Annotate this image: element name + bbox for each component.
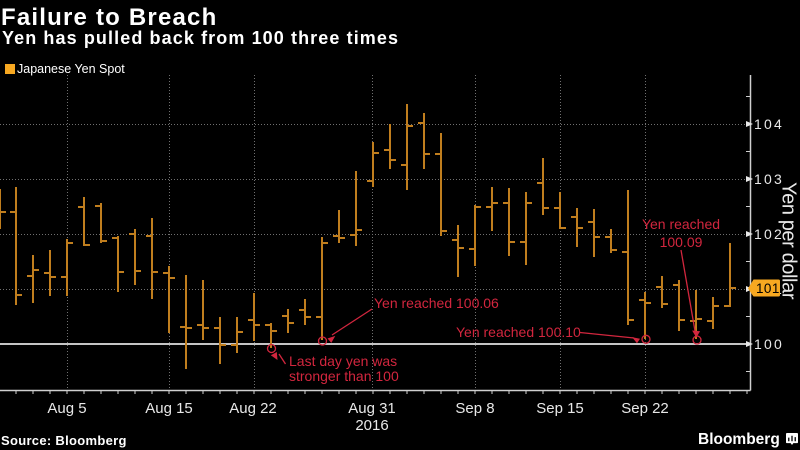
svg-text:103: 103 (754, 171, 784, 187)
svg-text:104: 104 (754, 116, 784, 132)
svg-text:Aug 31: Aug 31 (348, 400, 396, 417)
svg-text:Yen per dollar: Yen per dollar (778, 182, 800, 300)
svg-text:Yen reached 100.10: Yen reached 100.10 (456, 324, 581, 340)
svg-text:Yen reached: Yen reached (642, 216, 720, 232)
svg-text:Aug 5: Aug 5 (47, 400, 86, 417)
svg-text:100: 100 (754, 336, 784, 352)
svg-text:Yen reached 100.06: Yen reached 100.06 (374, 295, 499, 311)
svg-text:100.09: 100.09 (660, 234, 703, 250)
svg-text:Aug 15: Aug 15 (145, 400, 193, 417)
svg-text:Aug 22: Aug 22 (229, 400, 277, 417)
svg-text:Sep 15: Sep 15 (536, 400, 584, 417)
svg-text:stronger than 100: stronger than 100 (289, 368, 399, 384)
svg-text:Last day yen was: Last day yen was (289, 353, 397, 369)
svg-text:101: 101 (756, 281, 780, 296)
svg-text:102: 102 (754, 226, 784, 242)
svg-text:Sep 8: Sep 8 (455, 400, 494, 417)
svg-text:Sep 22: Sep 22 (621, 400, 669, 417)
svg-text:2016: 2016 (355, 417, 388, 434)
